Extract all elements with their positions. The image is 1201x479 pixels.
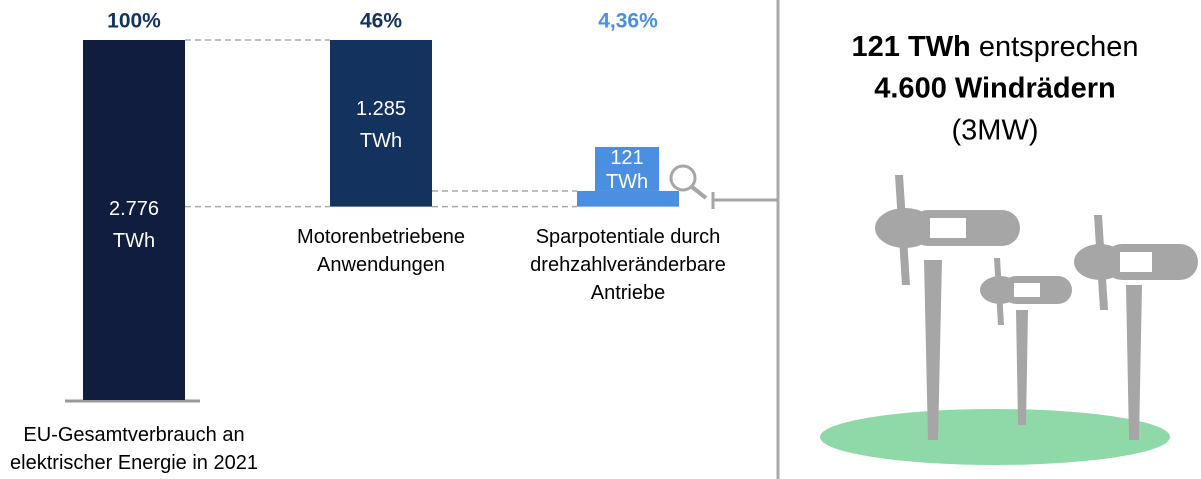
share-label: 100% [107,10,161,33]
text-line: 1.285 [356,98,406,120]
headline-line2: 4.600 Windrädern [874,73,1116,105]
text-line: TWh [360,130,402,152]
category-label: Sparpotentiale durch drehzahlveränderbare… [530,226,726,304]
share-label: 4,36% [598,10,658,33]
window [1120,252,1152,272]
wind-turbines [820,175,1198,465]
text-line: Antriebe [591,282,666,304]
category-label: Motorenbetriebene Anwendungen [297,226,465,276]
headline-bold: 121 TWh [852,31,971,63]
text-line: TWh [606,171,648,193]
share-label: 46% [360,10,402,33]
text-line: TWh [113,230,155,252]
bar [83,40,185,400]
text-line: 2.776 [109,198,159,220]
tower [1126,285,1142,440]
tower [1016,310,1028,425]
blade [1094,215,1108,310]
text-line: drehzahlveränderbare [530,254,726,276]
window [1014,283,1040,297]
tower [924,260,942,440]
text-line: 121 [610,147,643,169]
bar [330,40,432,207]
text-line: Sparpotentiale durch [536,226,721,248]
text-line: elektrischer Energie in 2021 [10,452,258,474]
value-label-box [595,146,659,191]
window [930,218,966,238]
text-line: Motorenbetriebene [297,226,465,248]
bar [577,190,679,207]
text-line: Anwendungen [317,254,445,276]
value-label: 1.285 TWh [356,98,406,152]
magnifier [669,164,778,209]
category-label: EU-Gesamtverbrauch an elektrischer Energi… [10,424,258,474]
blade [994,258,1004,325]
value-label: 2.776 TWh [109,198,159,252]
text-line: EU-Gesamtverbrauch an [23,424,244,446]
headline-text: entsprechen [979,31,1139,63]
blade [895,175,910,285]
headline-line1: 121 TWh entsprechen [852,31,1139,63]
ground [820,409,1170,465]
value-label: 121 TWh [606,147,648,193]
headline-line3: (3MW) [952,115,1039,147]
